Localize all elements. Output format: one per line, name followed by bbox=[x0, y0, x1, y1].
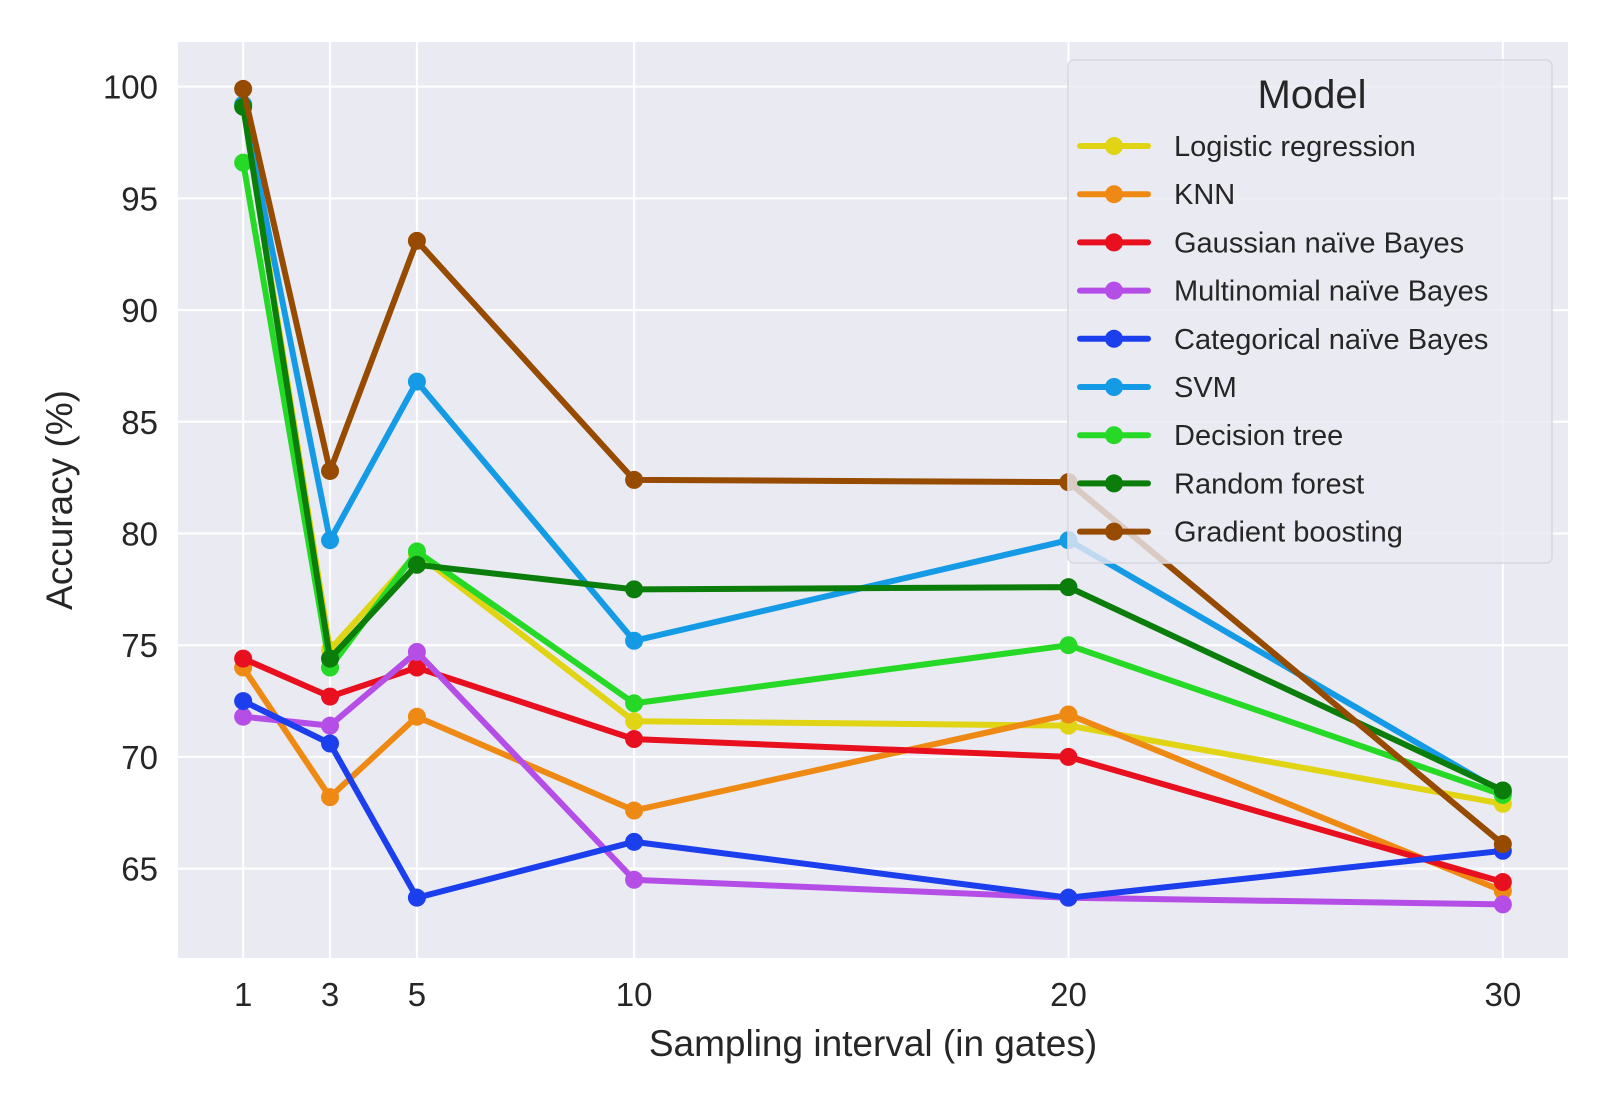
data-point bbox=[407, 658, 426, 677]
legend-swatch-marker bbox=[1105, 378, 1123, 396]
legend-label: Multinomial naïve Bayes bbox=[1174, 276, 1488, 308]
data-point bbox=[1059, 705, 1078, 724]
x-tick-label: 20 bbox=[1050, 976, 1087, 1013]
x-tick-label: 3 bbox=[321, 976, 339, 1013]
data-point bbox=[1059, 747, 1078, 766]
legend-title: Model bbox=[1258, 73, 1367, 117]
legend-label: Random forest bbox=[1174, 468, 1364, 500]
legend-swatch-marker bbox=[1105, 522, 1123, 541]
legend-swatch-marker bbox=[1105, 474, 1123, 493]
data-point bbox=[234, 79, 253, 98]
data-point bbox=[321, 788, 340, 807]
series-line bbox=[240, 655, 1506, 885]
data-point bbox=[407, 707, 426, 726]
data-point bbox=[625, 870, 644, 889]
legend-label: Logistic regression bbox=[1174, 131, 1416, 163]
x-axis-label: Sampling interval (in gates) bbox=[649, 1023, 1097, 1064]
data-point bbox=[234, 692, 253, 711]
legend-swatch-marker bbox=[1105, 233, 1123, 252]
data-point bbox=[1059, 578, 1078, 597]
y-tick-label: 75 bbox=[121, 627, 158, 664]
y-axis-label: Accuracy (%) bbox=[39, 390, 80, 610]
legend-items: Logistic regression KNN Gaussian naïve Bay… bbox=[1077, 131, 1488, 549]
series-line bbox=[240, 103, 1506, 794]
legend-label: SVM bbox=[1174, 372, 1237, 404]
data-point bbox=[1059, 888, 1078, 907]
legend-item: Multinomial naïve Bayes bbox=[1077, 276, 1488, 308]
data-point bbox=[407, 555, 426, 574]
y-tick-label: 80 bbox=[121, 516, 158, 553]
data-point bbox=[625, 832, 644, 851]
data-point bbox=[321, 687, 340, 706]
data-point bbox=[321, 461, 340, 480]
y-tick-label: 85 bbox=[121, 404, 158, 441]
legend-label: Categorical naïve Bayes bbox=[1174, 324, 1488, 356]
data-point bbox=[321, 716, 340, 735]
legend-swatch-marker bbox=[1105, 281, 1123, 300]
data-point bbox=[407, 642, 426, 661]
legend-swatch-marker bbox=[1105, 329, 1123, 348]
data-point bbox=[625, 694, 644, 713]
series-2 bbox=[234, 649, 1512, 892]
data-point bbox=[234, 707, 253, 726]
y-tick-label: 70 bbox=[121, 739, 158, 776]
x-tick-label: 5 bbox=[408, 976, 426, 1013]
legend-label: KNN bbox=[1174, 179, 1235, 211]
data-point bbox=[625, 631, 644, 650]
y-tick-label: 100 bbox=[103, 69, 158, 106]
data-point bbox=[234, 153, 253, 172]
legend-item: KNN bbox=[1077, 179, 1235, 211]
data-point bbox=[1493, 781, 1512, 800]
data-point bbox=[625, 470, 644, 489]
data-point bbox=[234, 649, 253, 668]
legend-swatch-marker bbox=[1105, 137, 1123, 155]
series-lines bbox=[234, 79, 1512, 914]
legend-label: Gradient boosting bbox=[1174, 517, 1403, 549]
data-point bbox=[625, 801, 644, 820]
legend-item: SVM bbox=[1077, 372, 1237, 404]
data-point bbox=[625, 712, 644, 731]
legend-swatch-marker bbox=[1105, 426, 1123, 445]
legend-item: Gradient boosting bbox=[1077, 517, 1403, 549]
data-point bbox=[321, 531, 340, 550]
data-point bbox=[407, 231, 426, 250]
legend-label: Decision tree bbox=[1174, 420, 1343, 452]
data-point bbox=[1059, 636, 1078, 655]
y-tick-label: 95 bbox=[121, 180, 158, 217]
data-point bbox=[1493, 835, 1512, 854]
data-point bbox=[625, 580, 644, 599]
legend-item: Decision tree bbox=[1077, 420, 1343, 452]
series-line bbox=[240, 101, 1506, 796]
data-point bbox=[407, 372, 426, 391]
data-point bbox=[407, 542, 426, 561]
legend-item: Categorical naïve Bayes bbox=[1077, 324, 1488, 356]
y-tick-label: 65 bbox=[121, 851, 158, 888]
series-3 bbox=[234, 642, 1512, 914]
x-tick-label: 30 bbox=[1484, 976, 1521, 1013]
legend-swatch-marker bbox=[1105, 185, 1123, 204]
data-point bbox=[321, 734, 340, 753]
data-point bbox=[407, 888, 426, 907]
x-tick-label: 1 bbox=[234, 976, 252, 1013]
data-point bbox=[321, 649, 340, 668]
legend-box bbox=[1067, 59, 1553, 564]
data-point bbox=[625, 730, 644, 749]
legend-item: Gaussian naïve Bayes bbox=[1077, 227, 1464, 259]
legend-item: Logistic regression bbox=[1077, 131, 1416, 163]
y-axis-ticks: 65 70 75 80 85 90 95 100 bbox=[103, 69, 158, 888]
legend-label: Gaussian naïve Bayes bbox=[1174, 227, 1464, 259]
data-point bbox=[1493, 873, 1512, 892]
data-point bbox=[1493, 895, 1512, 914]
legend: Model Logistic regression KNN Gaussian naï… bbox=[1067, 59, 1553, 564]
series-7 bbox=[234, 97, 1512, 800]
series-line bbox=[240, 698, 1506, 901]
x-axis-ticks: 1 3 5 10 20 30 bbox=[234, 976, 1521, 1013]
series-line bbox=[240, 648, 1506, 908]
y-tick-label: 90 bbox=[121, 292, 158, 329]
legend-item: Random forest bbox=[1077, 468, 1364, 500]
x-tick-label: 10 bbox=[616, 976, 653, 1013]
